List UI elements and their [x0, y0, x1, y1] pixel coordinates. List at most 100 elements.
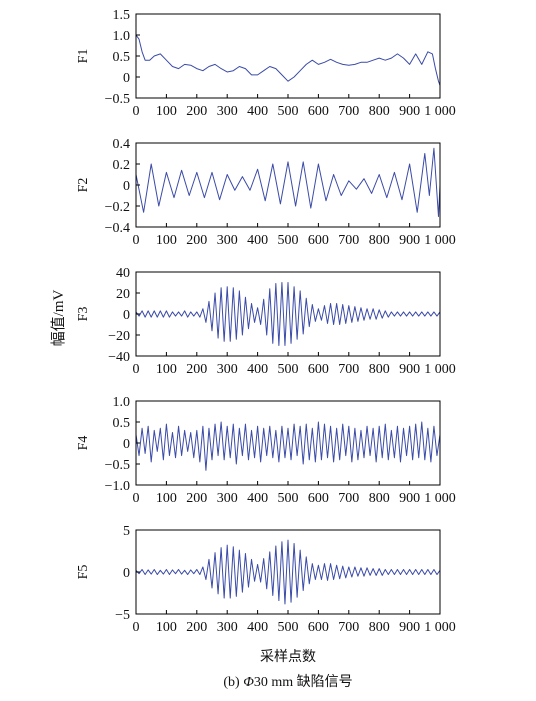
panel-3-ytick-label: 20	[116, 287, 130, 302]
panel-3-xtick-label: 400	[247, 362, 268, 377]
panel-1-ytick-label: −0.5	[105, 92, 130, 107]
panel-5-xtick-label: 600	[308, 620, 329, 635]
panel-2-xtick-label: 700	[338, 233, 359, 248]
panel-4-ytick-label: 0	[123, 437, 130, 452]
panel-1-xtick-label: 300	[217, 104, 238, 119]
panel-5-ytick-label: −5	[115, 608, 130, 623]
panel-1-xtick-label: 200	[186, 104, 207, 119]
panel-3-xtick-label: 300	[217, 362, 238, 377]
panel-4-frame	[135, 400, 441, 486]
panel-2-xtick-label: 0	[133, 233, 140, 248]
panel-4-xtick-label: 200	[186, 491, 207, 506]
panel-2-xtick-label: 500	[278, 233, 299, 248]
panel-3-xtick-label: 700	[338, 362, 359, 377]
panel-1-xtick-label: 400	[247, 104, 268, 119]
panel-2-ytick-label: −0.2	[105, 200, 130, 215]
caption-rest: 30 mm 缺陷信号	[254, 674, 353, 690]
panel-4-series-line	[135, 421, 441, 471]
panel-4-xtick-label: 400	[247, 491, 268, 506]
panel-1-xtick-label: 800	[369, 104, 390, 119]
panel-5-ytick-label: 0	[123, 566, 130, 581]
panel-5-xtick-label: 200	[186, 620, 207, 635]
caption-symbol: Φ	[243, 675, 254, 690]
panel-3-xtick-label: 200	[186, 362, 207, 377]
panel-4-ytick-label: −1.0	[105, 479, 130, 494]
panel-4: 0 100 200 300 400 500 600 700 800 900 1 000 −1.0 −0.…	[76, 395, 456, 506]
panel-3-xtick-label: 600	[308, 362, 329, 377]
panel-3-xtick-label: 1 000	[424, 362, 456, 377]
panel-2: 0 100 200 300 400 500 600 700 800 900 1 000 −0.4 −0.…	[76, 137, 456, 248]
panel-5-xtick-label: 500	[278, 620, 299, 635]
panel-4-ytick-label: 1.0	[113, 395, 131, 410]
panel-4-xtick-label: 0	[133, 491, 140, 506]
panel-3-ytick-label: 0	[123, 308, 130, 323]
panel-2-ytick-label: 0.4	[113, 137, 131, 152]
panel-5-xtick-label: 0	[133, 620, 140, 635]
panel-4-xtick-label: 100	[156, 491, 177, 506]
panel-1-series-line	[135, 34, 441, 86]
panel-4-xtick-label: 600	[308, 491, 329, 506]
panel-3-ylabel: F3	[76, 307, 91, 322]
panel-3-xtick-label: 100	[156, 362, 177, 377]
panel-1-xtick-label: 600	[308, 104, 329, 119]
panel-1-xtick-label: 100	[156, 104, 177, 119]
panel-3-xtick-label: 800	[369, 362, 390, 377]
panel-2-xtick-label: 800	[369, 233, 390, 248]
panel-5-series-line	[135, 539, 441, 605]
panel-2-ytick-label: 0.2	[113, 158, 131, 173]
figure-caption: (b) Φ30 mm 缺陷信号	[223, 674, 352, 690]
panel-2-xtick-label: 100	[156, 233, 177, 248]
panel-1-xtick-label: 0	[133, 104, 140, 119]
shared-ylabel: 幅值/mV	[50, 290, 67, 347]
panel-2-xtick-label: 400	[247, 233, 268, 248]
panel-5-xtick-label: 700	[338, 620, 359, 635]
panel-1-ytick-label: 0	[123, 71, 130, 86]
panel-2-series-line	[135, 147, 441, 217]
shared-xlabel: 采样点数	[260, 649, 316, 665]
panel-1-ytick-label: 0.5	[113, 50, 131, 65]
panel-2-xtick-label: 600	[308, 233, 329, 248]
panel-2-ylabel: F2	[76, 178, 91, 193]
panel-2-xtick-label: 1 000	[424, 233, 456, 248]
panel-3-xtick-label: 500	[278, 362, 299, 377]
panel-3-ytick-label: −20	[108, 329, 130, 344]
panel-4-xtick-label: 700	[338, 491, 359, 506]
panel-3: 0 100 200 300 400 500 600 700 800 900 1 000 −40 −20 0…	[76, 266, 456, 377]
caption-prefix: (b)	[223, 675, 243, 690]
panel-3-xtick-label: 0	[133, 362, 140, 377]
panel-3-xtick-label: 900	[399, 362, 420, 377]
panel-4-xtick-label: 900	[399, 491, 420, 506]
panel-5-xtick-label: 100	[156, 620, 177, 635]
panel-4-xtick-label: 500	[278, 491, 299, 506]
panel-4-xtick-label: 1 000	[424, 491, 456, 506]
panel-5-xtick-label: 1 000	[424, 620, 456, 635]
panel-2-ytick-label: −0.4	[105, 221, 130, 236]
panel-4-xtick-label: 800	[369, 491, 390, 506]
panel-5-ylabel: F5	[76, 565, 91, 580]
panel-5-ytick-label: 5	[123, 524, 130, 539]
panel-4-xtick-label: 300	[217, 491, 238, 506]
panel-2-xtick-label: 900	[399, 233, 420, 248]
panel-2-frame	[135, 142, 441, 228]
panel-4-ytick-label: 0.5	[113, 416, 131, 431]
panel-1-ylabel: F1	[76, 49, 91, 64]
panel-3-ytick-label: 40	[116, 266, 130, 281]
panel-1-ytick-label: 1.5	[113, 8, 131, 23]
panel-4-ytick-label: −0.5	[105, 458, 130, 473]
panel-1-xtick-label: 700	[338, 104, 359, 119]
panel-1-xtick-label: 500	[278, 104, 299, 119]
panel-3-ytick-label: −40	[108, 350, 130, 365]
panel-5-xtick-label: 400	[247, 620, 268, 635]
panel-1-xtick-label: 900	[399, 104, 420, 119]
panel-4-ylabel: F4	[76, 436, 91, 451]
panel-3-series-line	[135, 282, 441, 346]
panel-1: 0 100 200 300 400 500 600 700 800 900 1 000−0.500.…	[76, 8, 456, 119]
panel-2-xtick-label: 200	[186, 233, 207, 248]
panel-2-ytick-label: 0	[123, 179, 130, 194]
panel-5-xtick-label: 300	[217, 620, 238, 635]
panel-5-xtick-label: 900	[399, 620, 420, 635]
panel-1-ytick-label: 1.0	[113, 29, 131, 44]
